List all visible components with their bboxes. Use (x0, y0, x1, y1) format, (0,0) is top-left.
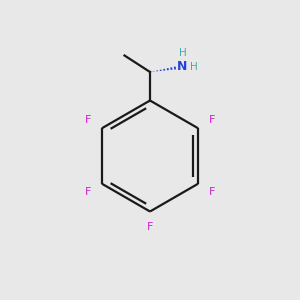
Text: F: F (85, 116, 92, 125)
Text: F: F (208, 116, 215, 125)
Text: F: F (85, 187, 92, 196)
Text: H: H (178, 48, 186, 58)
Text: N: N (177, 60, 188, 73)
Text: F: F (208, 187, 215, 196)
Text: F: F (147, 222, 153, 232)
Text: H: H (190, 61, 198, 72)
